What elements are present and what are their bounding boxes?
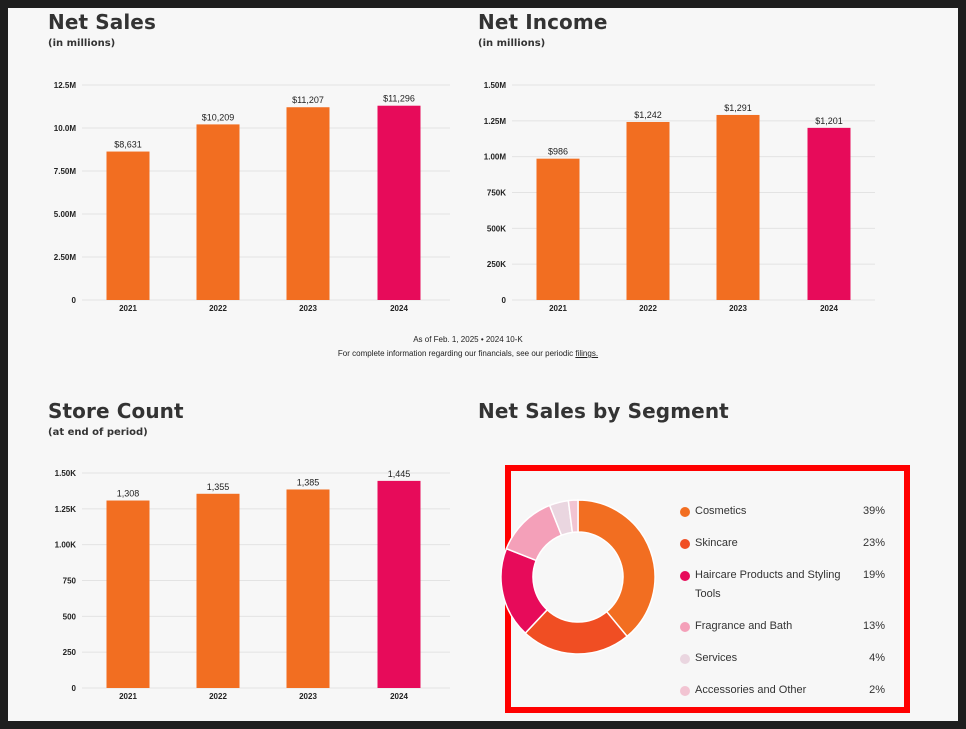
net-sales-y-tick-label: 0 [72,296,77,305]
store-count-y-tick-label: 0 [72,684,77,693]
legend-dot-icon [680,571,690,581]
net-sales-x-tick-label: 2022 [209,304,227,313]
footnote-info: For complete information regarding our f… [248,349,688,358]
store-count-value-label: 1,385 [297,477,320,487]
store-count-value-label: 1,308 [117,489,140,499]
net-sales-bar-2021[interactable] [106,151,150,300]
net-income-subtitle: (in millions) [478,38,546,49]
legend-percent: 19% [862,569,885,581]
net-sales-title: Net Sales [48,10,156,34]
store-count-bar-2023[interactable] [286,489,330,688]
legend-label: Fragrance and Bath [695,620,793,632]
net-sales-value-label: $8,631 [114,140,142,150]
net-sales-x-tick-label: 2021 [119,304,137,313]
legend-dot-icon [680,622,690,632]
store-count-chart: 0 250 500 750 1.00K 1.25K 1.50K 1,308 2021 1,355 2… [55,469,450,701]
net-sales-value-label: $10,209 [202,112,235,122]
store-count-y-tick-label: 1.50K [55,469,77,478]
net-sales-value-label: $11,207 [292,95,324,105]
footnote-text: For complete information regarding our f… [337,349,576,358]
legend-percent: 39% [862,505,885,517]
net-income-y-tick-label: 1.25M [484,117,507,126]
store-count-y-tick-label: 250 [63,648,77,657]
net-sales-y-tick-label: 7.50M [54,167,77,176]
net-income-value-label: $1,201 [815,116,843,126]
legend-label: Accessories and Other [695,684,807,696]
store-count-x-tick-label: 2023 [299,692,317,701]
store-count-x-tick-label: 2022 [209,692,227,701]
legend-label: Skincare [695,537,738,549]
footnote-date: As of Feb. 1, 2025 • 2024 10-K [413,335,523,344]
legend-dot-icon [680,539,690,549]
store-count-value-label: 1,445 [388,469,411,479]
net-income-x-tick-label: 2023 [729,304,747,313]
net-income-y-tick-label: 1.00M [484,153,507,162]
net-income-title: Net Income [478,10,608,34]
store-count-value-label: 1,355 [207,482,230,492]
page-edge [940,8,958,721]
net-income-chart: 0 250K 500K 750K 1.00M 1.25M 1.50M $986 2021 $1,2… [484,81,875,313]
net-income-y-tick-label: 250K [487,260,506,269]
net-sales-value-label: $11,296 [383,94,415,104]
segment-slice-accessories-and-other[interactable] [567,499,579,534]
store-count-title: Store Count [48,399,184,423]
legend-percent: 4% [869,652,885,664]
store-count-y-tick-label: 500 [63,612,77,621]
legend-dot-icon [680,686,690,696]
legend-percent: 2% [869,684,885,696]
segment-slice-cosmetics[interactable] [577,499,656,638]
legend-percent: 13% [862,620,885,632]
net-income-bar-2023[interactable] [716,114,760,300]
net-sales-y-tick-label: 5.00M [54,210,77,219]
filings-link[interactable]: filings. [575,349,599,358]
net-sales-x-tick-label: 2023 [299,304,317,313]
store-count-y-tick-label: 1.00K [55,541,77,550]
store-count-y-tick-label: 750 [63,577,77,586]
net-income-bar-2021[interactable] [536,158,580,300]
net-income-y-tick-label: 500K [487,224,506,233]
net-sales-y-tick-label: 10.0M [54,124,77,133]
net-sales-bar-2022[interactable] [196,124,240,300]
legend-label: Haircare Products and Styling Tools [695,569,841,600]
net-income-value-label: $986 [548,147,568,157]
store-count-bar-2022[interactable] [196,493,240,688]
net-income-value-label: $1,242 [634,110,662,120]
legend-dot-icon [680,654,690,664]
net-income-y-tick-label: 1.50M [484,81,507,90]
store-count-bar-2021[interactable] [106,500,150,688]
store-count-y-tick-label: 1.25K [55,505,77,514]
store-count-x-tick-label: 2021 [119,692,137,701]
net-sales-x-tick-label: 2024 [390,304,408,313]
net-sales-bar-2023[interactable] [286,107,330,301]
net-sales-y-tick-label: 2.50M [54,253,77,262]
net-sales-bar-2024[interactable] [377,105,421,300]
store-count-x-tick-label: 2024 [390,692,408,701]
net-income-x-tick-label: 2021 [549,304,567,313]
segment-donut-chart [500,499,656,655]
store-count-subtitle: (at end of period) [48,427,148,438]
store-count-bar-2024[interactable] [377,480,421,688]
legend-dot-icon [680,507,690,517]
net-income-y-tick-label: 0 [502,296,507,305]
net-sales-subtitle: (in millions) [48,38,116,49]
net-income-y-tick-label: 750K [487,189,506,198]
net-income-bar-2024[interactable] [807,127,851,301]
legend-label: Services [695,652,738,664]
net-income-value-label: $1,291 [724,103,752,113]
net-income-x-tick-label: 2024 [820,304,838,313]
legend-percent: 23% [862,537,885,549]
net-sales-chart: 0 2.50M 5.00M 7.50M 10.0M 12.5M $8,631 2021 $10,… [54,81,450,313]
segment-title: Net Sales by Segment [478,399,729,423]
net-income-bar-2022[interactable] [626,121,670,300]
net-sales-y-tick-label: 12.5M [54,81,77,90]
net-income-x-tick-label: 2022 [639,304,657,313]
legend-label: Cosmetics [695,505,747,517]
